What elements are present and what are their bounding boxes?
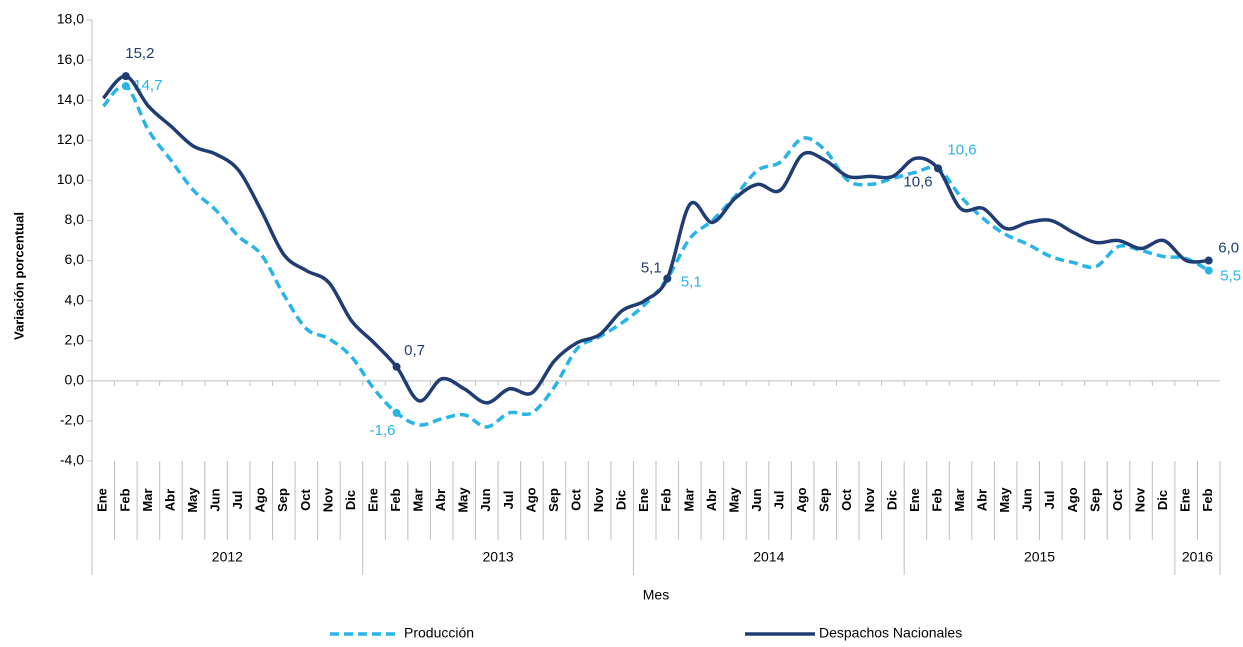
x-tick-label: Jul [772, 491, 787, 510]
year-label: 2015 [1024, 549, 1055, 565]
point-marker [121, 72, 130, 81]
series-line [101, 83, 1210, 429]
x-tick-label: Feb [659, 488, 674, 511]
x-tick-label: Jul [501, 491, 516, 510]
y-tick-label: 2,0 [65, 331, 85, 347]
x-tick-label: Jul [1042, 491, 1057, 510]
point-marker [1204, 256, 1213, 265]
x-tick-label: Mar [681, 488, 696, 511]
x-tick-label: Oct [1110, 488, 1125, 510]
x-tick-label: Oct [839, 488, 854, 510]
x-tick-label: Nov [1132, 487, 1147, 512]
x-tick-label: Feb [388, 488, 403, 511]
data-label: 15,2 [125, 45, 154, 62]
x-tick-label: Abr [433, 489, 448, 511]
x-tick-label: Feb [117, 488, 132, 511]
x-tick-label: Oct [568, 488, 583, 510]
y-tick-label: 18,0 [57, 11, 84, 27]
x-tick-label: May [456, 487, 471, 513]
x-tick-label: Ene [365, 488, 380, 512]
x-tick-label: Abr [162, 489, 177, 511]
point-marker [1204, 266, 1213, 275]
year-label: 2016 [1182, 549, 1213, 565]
x-tick-label: Ene [1178, 488, 1193, 512]
x-tick-label: Mar [411, 488, 426, 511]
year-label: 2012 [212, 549, 243, 565]
data-label: 6,0 [1218, 240, 1239, 257]
y-tick-label: 14,0 [57, 91, 84, 107]
y-tick-label: 10,0 [57, 171, 84, 187]
x-tick-label: Nov [862, 487, 877, 512]
x-tick-label: May [997, 487, 1012, 513]
x-tick-label: Jul [230, 491, 245, 510]
data-label: 14,7 [133, 77, 162, 94]
x-tick-label: Abr [704, 489, 719, 511]
legend-label: Producción [404, 625, 474, 641]
x-tick-label: Jun [208, 488, 223, 511]
x-tick-label: Jun [1020, 488, 1035, 511]
y-axis-title: Variación porcentual [11, 212, 26, 340]
x-tick-label: Dic [1155, 490, 1170, 510]
x-tick-label: Ene [636, 488, 651, 512]
y-tick-label: 12,0 [57, 131, 84, 147]
x-tick-label: Jun [478, 488, 493, 511]
x-tick-label: Nov [320, 487, 335, 512]
x-tick-label: Dic [884, 490, 899, 510]
x-tick-label: Feb [929, 488, 944, 511]
x-tick-label: Sep [1087, 488, 1102, 512]
point-marker [121, 82, 130, 91]
y-tick-label: 0,0 [65, 372, 85, 388]
data-label: -1,6 [370, 422, 396, 439]
x-tick-label: Ene [95, 488, 110, 512]
y-tick-label: 4,0 [65, 291, 85, 307]
data-label: 5,5 [1220, 268, 1241, 285]
x-tick-label: Abr [975, 489, 990, 511]
y-tick-label: -2,0 [60, 412, 84, 428]
x-tick-label: May [726, 487, 741, 513]
y-tick-label: 6,0 [65, 251, 85, 267]
x-tick-label: Oct [298, 488, 313, 510]
x-tick-label: Ago [523, 487, 538, 512]
legend-label: Despachos Nacionales [819, 625, 962, 641]
x-tick-label: Ago [794, 487, 809, 512]
data-label: 10,6 [903, 173, 932, 190]
x-tick-label: Ago [1065, 487, 1080, 512]
x-axis-title: Mes [643, 587, 669, 603]
data-label: 10,6 [947, 141, 976, 158]
x-tick-label: Nov [591, 487, 606, 512]
x-tick-label: Mar [140, 488, 155, 511]
data-label: 5,1 [641, 260, 662, 277]
x-tick-label: Ago [253, 487, 268, 512]
x-tick-label: Sep [546, 488, 561, 512]
year-label: 2014 [753, 549, 784, 565]
series-line [101, 74, 1209, 405]
x-tick-label: Ene [907, 488, 922, 512]
y-tick-label: 16,0 [57, 51, 84, 67]
y-tick-label: -4,0 [60, 452, 84, 468]
x-tick-label: Dic [343, 490, 358, 510]
x-tick-label: Feb [1200, 488, 1215, 511]
point-marker [663, 274, 672, 283]
year-label: 2013 [483, 549, 514, 565]
x-tick-label: Jun [749, 488, 764, 511]
point-marker [934, 164, 942, 173]
x-tick-label: Mar [952, 488, 967, 511]
x-tick-label: Sep [275, 488, 290, 512]
data-label: 5,1 [681, 274, 702, 291]
point-marker [392, 408, 401, 417]
x-tick-label: May [185, 487, 200, 513]
y-tick-label: 8,0 [65, 211, 85, 227]
data-label: 0,7 [404, 342, 425, 359]
x-tick-label: Sep [817, 488, 832, 512]
point-marker [392, 362, 401, 371]
x-tick-label: Dic [614, 490, 629, 510]
